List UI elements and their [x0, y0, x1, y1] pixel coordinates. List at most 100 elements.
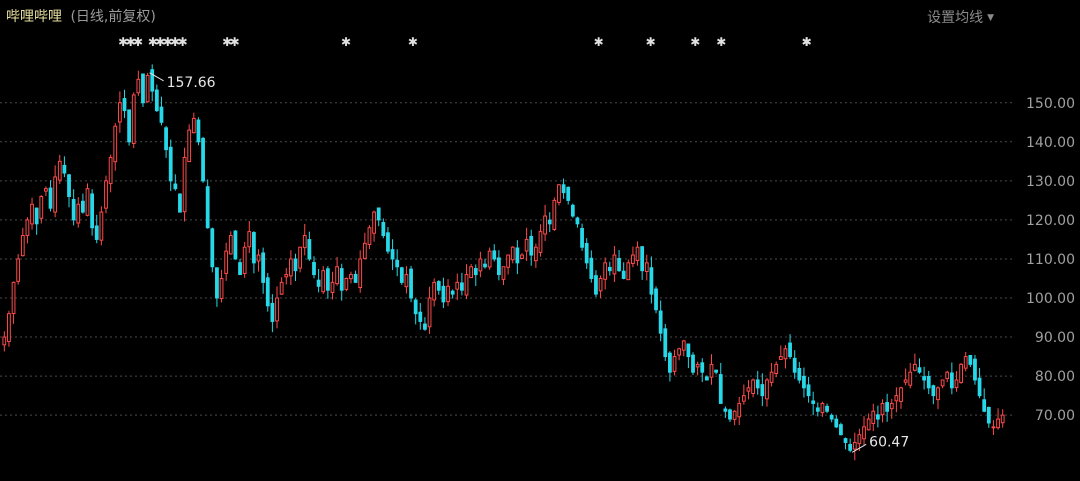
candle[interactable]: [681, 339, 686, 357]
candle[interactable]: [446, 279, 450, 307]
candle[interactable]: [113, 123, 118, 171]
candle[interactable]: [90, 189, 95, 236]
candle[interactable]: [973, 354, 977, 385]
candle[interactable]: [533, 243, 538, 268]
candle[interactable]: [866, 413, 871, 431]
candle[interactable]: [409, 265, 413, 303]
candle[interactable]: [575, 216, 580, 228]
candle[interactable]: [39, 195, 44, 224]
candle[interactable]: [589, 250, 594, 283]
candle[interactable]: [543, 204, 547, 241]
candle[interactable]: [760, 373, 765, 407]
candle[interactable]: [168, 139, 173, 192]
candle[interactable]: [580, 223, 584, 251]
candle[interactable]: [557, 184, 561, 206]
candle[interactable]: [7, 310, 11, 347]
candle[interactable]: [617, 250, 621, 272]
candle[interactable]: [621, 262, 626, 280]
candle[interactable]: [829, 413, 834, 423]
candle[interactable]: [85, 183, 90, 217]
candle[interactable]: [843, 437, 848, 450]
event-marker-icon[interactable]: ✱: [118, 35, 128, 49]
candle[interactable]: [187, 124, 192, 163]
candle[interactable]: [20, 227, 25, 257]
candle[interactable]: [728, 408, 732, 423]
event-marker-icon[interactable]: ✱: [133, 35, 143, 49]
candle[interactable]: [104, 175, 108, 214]
candle[interactable]: [423, 317, 427, 331]
candle[interactable]: [492, 244, 497, 262]
candle[interactable]: [922, 366, 926, 390]
candle[interactable]: [594, 270, 598, 298]
candle[interactable]: [386, 227, 390, 254]
candle[interactable]: [349, 271, 353, 284]
candle[interactable]: [108, 154, 113, 193]
candle[interactable]: [788, 334, 792, 360]
candle[interactable]: [746, 380, 751, 400]
candle[interactable]: [307, 231, 312, 261]
candle[interactable]: [335, 257, 339, 286]
candle[interactable]: [312, 256, 316, 279]
candle[interactable]: [164, 126, 168, 158]
stock-name[interactable]: 哔哩哔哩: [6, 9, 62, 25]
candle[interactable]: [561, 178, 566, 199]
candle[interactable]: [478, 251, 483, 278]
candle[interactable]: [797, 361, 802, 384]
candle[interactable]: [413, 298, 418, 325]
candle[interactable]: [362, 232, 367, 260]
candle[interactable]: [584, 238, 589, 269]
candle[interactable]: [825, 403, 829, 414]
event-marker-icon[interactable]: ✱: [716, 35, 726, 49]
candle[interactable]: [71, 189, 76, 226]
candle[interactable]: [238, 259, 242, 276]
candle[interactable]: [145, 72, 150, 103]
candle[interactable]: [811, 391, 816, 416]
candle[interactable]: [228, 231, 233, 255]
candle[interactable]: [640, 246, 645, 280]
candle[interactable]: [862, 416, 866, 446]
candle[interactable]: [709, 354, 714, 385]
candle[interactable]: [607, 261, 612, 276]
candle[interactable]: [432, 278, 437, 307]
candle[interactable]: [483, 258, 487, 269]
candle[interactable]: [94, 214, 99, 244]
candle[interactable]: [538, 224, 543, 257]
candle[interactable]: [917, 358, 922, 374]
candle[interactable]: [154, 84, 159, 113]
candle[interactable]: [663, 323, 668, 362]
candle[interactable]: [991, 420, 996, 435]
candle[interactable]: [302, 223, 307, 256]
candle[interactable]: [339, 263, 344, 301]
candle[interactable]: [279, 277, 284, 296]
candle[interactable]: [529, 229, 534, 266]
candle[interactable]: [963, 351, 968, 372]
candle[interactable]: [644, 254, 649, 281]
candle[interactable]: [256, 249, 261, 272]
candle[interactable]: [399, 266, 404, 285]
candle[interactable]: [510, 246, 515, 264]
candle[interactable]: [848, 438, 853, 453]
candle[interactable]: [122, 89, 127, 119]
ma-settings-button[interactable]: 设置均线 ▼: [927, 7, 994, 27]
event-marker-icon[interactable]: ✱: [646, 35, 656, 49]
candle[interactable]: [912, 353, 917, 372]
candle[interactable]: [44, 186, 48, 197]
event-marker-icon[interactable]: ✱: [126, 35, 136, 49]
candle[interactable]: [487, 247, 492, 270]
candle[interactable]: [316, 268, 321, 293]
event-marker-icon[interactable]: ✱: [148, 35, 158, 49]
candle[interactable]: [233, 230, 238, 260]
event-marker-icon[interactable]: ✱: [178, 35, 188, 49]
candle[interactable]: [926, 370, 931, 395]
candle[interactable]: [631, 246, 635, 268]
candle[interactable]: [99, 206, 104, 246]
candle[interactable]: [820, 401, 825, 417]
event-marker-icon[interactable]: ✱: [230, 35, 240, 49]
candle[interactable]: [450, 289, 455, 299]
candle[interactable]: [390, 239, 395, 271]
candle[interactable]: [201, 136, 205, 183]
event-marker-icon[interactable]: ✱: [594, 35, 604, 49]
candle[interactable]: [25, 217, 30, 244]
candle[interactable]: [677, 347, 682, 361]
candle[interactable]: [127, 109, 131, 146]
